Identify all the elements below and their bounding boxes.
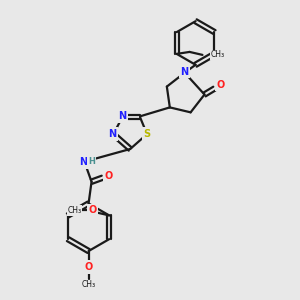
- Text: N: N: [118, 111, 126, 121]
- Text: O: O: [216, 80, 224, 90]
- Text: O: O: [88, 206, 96, 215]
- Text: S: S: [143, 129, 151, 139]
- Text: CH₃: CH₃: [68, 206, 82, 215]
- Text: N: N: [181, 67, 189, 77]
- Text: CH₃: CH₃: [82, 280, 96, 289]
- Text: H: H: [88, 158, 95, 166]
- Text: N: N: [80, 157, 88, 167]
- Text: N: N: [108, 129, 116, 139]
- Text: CH₃: CH₃: [210, 50, 224, 59]
- Text: O: O: [84, 262, 93, 272]
- Text: O: O: [104, 171, 112, 181]
